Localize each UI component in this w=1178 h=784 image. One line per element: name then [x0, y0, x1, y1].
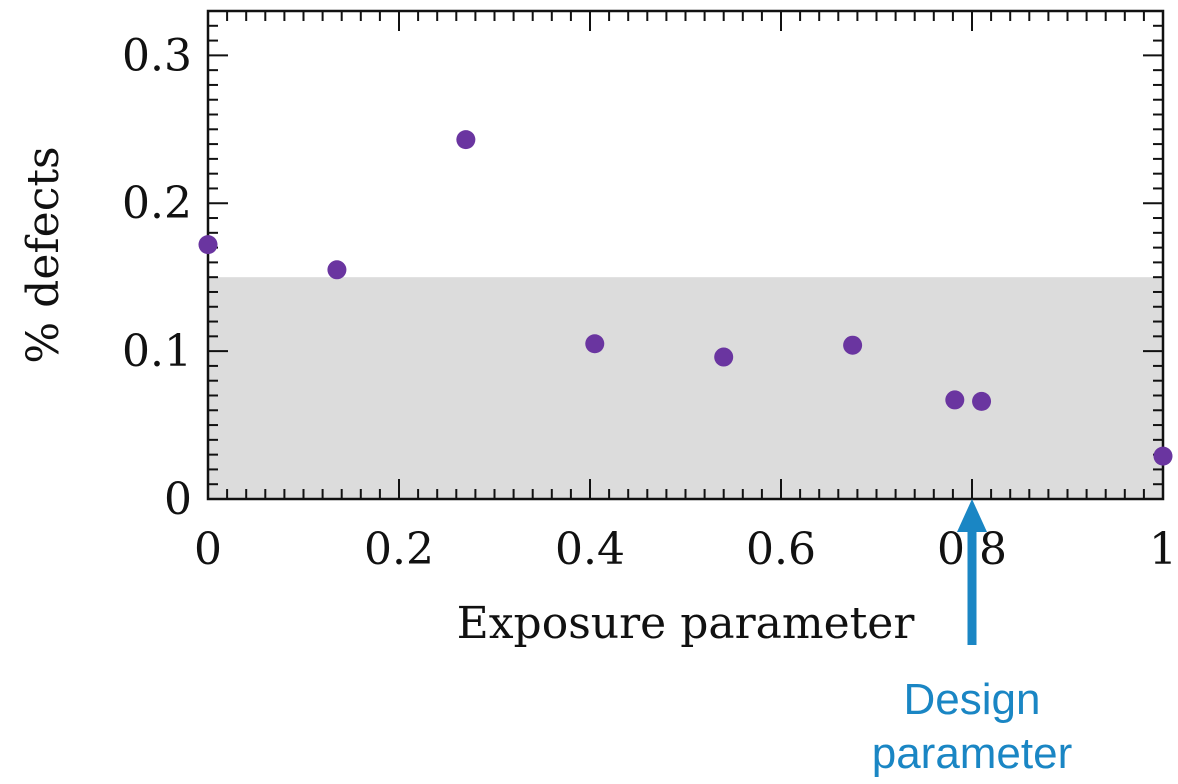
y-tick-label: 0	[164, 474, 192, 525]
y-tick-label: 0.3	[122, 30, 192, 81]
acceptable-band	[208, 277, 1163, 499]
y-tick-label: 0.1	[122, 326, 192, 377]
data-point	[198, 235, 218, 255]
x-tick-label: 0	[194, 524, 222, 575]
plot-frame	[206, 9, 1165, 501]
x-tick-label: 0.6	[746, 524, 816, 575]
y-tick-labels: 0 0.1 0.2 0.3	[122, 30, 192, 525]
y-tick-label: 0.2	[122, 178, 192, 229]
x-tick-labels: 00.20.40.60.81	[194, 524, 1177, 575]
data-point	[327, 260, 347, 280]
data-point	[1153, 446, 1173, 466]
data-point	[456, 130, 476, 150]
data-points	[198, 130, 1173, 466]
annotation-text-line: Design	[904, 675, 1041, 724]
y-axis-label: % defects	[18, 146, 69, 363]
data-point	[585, 334, 605, 354]
data-point	[972, 391, 992, 411]
annotation-text-line: parameter	[872, 729, 1073, 778]
x-tick-label: 1	[1149, 524, 1177, 575]
data-point	[843, 335, 863, 355]
x-tick-label: 0.2	[364, 524, 434, 575]
x-tick-label: 0.4	[555, 524, 625, 575]
annotation-arrow-head	[957, 499, 987, 532]
x-axis-label: Exposure parameter	[457, 598, 916, 649]
design-parameter-annotation: Design parameter	[872, 499, 1073, 778]
data-point	[945, 390, 965, 410]
data-point	[714, 347, 734, 367]
